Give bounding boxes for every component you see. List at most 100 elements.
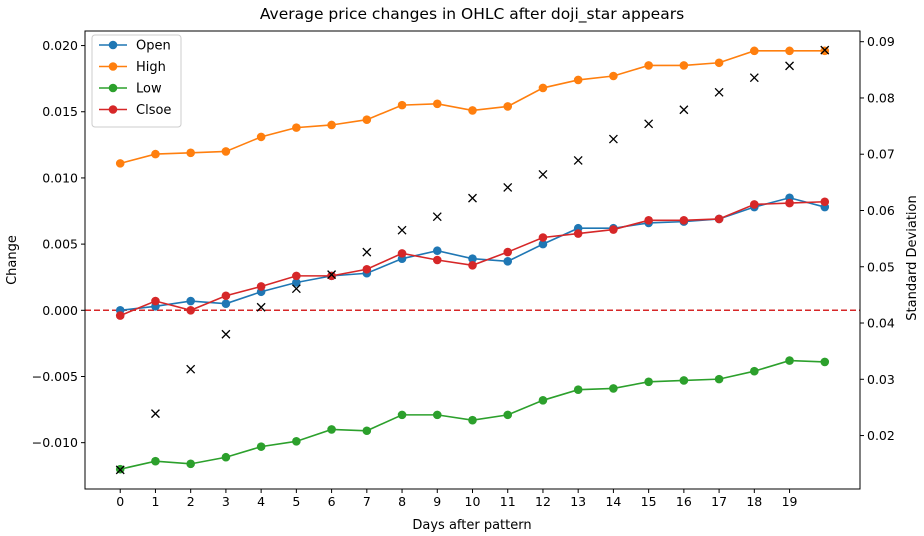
y-tick-label: 0.020 [42, 38, 78, 53]
legend-marker [108, 40, 118, 50]
std-marker [503, 182, 513, 192]
data-point [609, 71, 618, 81]
data-point [221, 291, 231, 301]
data-point [609, 384, 618, 393]
std-marker [679, 105, 689, 115]
series-high [115, 46, 830, 168]
std-marker-x [362, 247, 372, 257]
legend-marker [108, 83, 118, 93]
data-point [538, 233, 548, 242]
data-point [538, 239, 548, 249]
legend-box [91, 34, 182, 128]
std-marker-x [186, 364, 196, 374]
data-point [820, 357, 830, 367]
std-marker [362, 247, 372, 257]
data-point [432, 99, 442, 109]
data-point [644, 215, 653, 225]
y-tick-label: 0.000 [42, 303, 78, 318]
data-point [186, 296, 195, 306]
std-marker [714, 87, 724, 97]
std-marker-x [785, 61, 795, 71]
legend-entry: Clsoe [99, 103, 171, 118]
data-point [292, 278, 301, 287]
std-marker [115, 465, 125, 475]
data-point [292, 437, 301, 446]
y-tick-label: 0.005 [42, 237, 78, 252]
y2-axis-label: Standard Deviation [905, 195, 920, 320]
std-marker [397, 225, 407, 235]
data-point [432, 410, 442, 420]
x-tick-label: 9 [433, 494, 441, 509]
data-point [397, 410, 407, 420]
std-marker-x [221, 329, 231, 339]
x-tick-label: 18 [746, 494, 762, 509]
std-marker-x [432, 212, 442, 222]
data-point [750, 366, 759, 376]
data-point [362, 264, 372, 274]
x-tick-label: 13 [570, 494, 586, 509]
y2-tick-label: 0.03 [867, 372, 895, 387]
std-marker [749, 73, 759, 83]
x-tick-label: 0 [116, 494, 124, 509]
x-tick-label: 10 [465, 494, 481, 509]
data-point [221, 299, 231, 308]
x-tick-label: 16 [676, 494, 692, 509]
std-marker [186, 364, 196, 374]
legend-label: High [136, 60, 166, 75]
data-point [714, 58, 724, 68]
x-tick-label: 12 [535, 494, 551, 509]
x-tick-label: 7 [363, 494, 371, 509]
x-tick-label: 17 [711, 494, 727, 509]
std-marker-x [749, 73, 759, 83]
std-marker [608, 134, 618, 144]
data-point [151, 296, 160, 306]
data-point [714, 214, 724, 224]
data-point [679, 215, 689, 225]
data-point [644, 61, 653, 70]
std-marker-x [115, 465, 125, 475]
data-point [292, 123, 301, 132]
data-point [679, 376, 689, 385]
x-tick-label: 2 [187, 494, 195, 509]
x-tick-label: 15 [641, 494, 657, 509]
std-marker [327, 270, 337, 280]
legend-entry: Low [99, 82, 162, 97]
data-point [327, 120, 336, 130]
legend-label: Open [136, 39, 171, 54]
data-point [468, 106, 477, 115]
data-point [750, 200, 759, 209]
data-point [327, 425, 336, 434]
data-point [256, 132, 266, 142]
std-marker-x [397, 225, 407, 235]
data-point [362, 426, 372, 436]
data-point [256, 282, 266, 291]
data-point [538, 396, 548, 405]
data-point [327, 271, 336, 281]
x-tick-label: 3 [222, 494, 230, 509]
data-point [292, 271, 301, 281]
data-point [468, 260, 477, 270]
data-point [115, 159, 125, 168]
std-marker-x [608, 134, 618, 144]
chart-title: Average price changes in OHLC after doji… [260, 5, 684, 24]
data-point [573, 385, 583, 395]
data-point [221, 452, 231, 462]
std-marker [644, 119, 654, 129]
series-clsoe [115, 197, 830, 320]
legend-label: Clsoe [136, 103, 171, 118]
data-point [644, 377, 653, 387]
std-marker-x [327, 270, 337, 280]
data-point [785, 198, 794, 208]
std-marker-x [150, 409, 160, 419]
std-marker [150, 409, 160, 419]
data-point [397, 249, 407, 258]
data-point [468, 254, 477, 263]
x-tick-label: 5 [292, 494, 300, 509]
data-point [151, 456, 160, 466]
data-point [221, 147, 231, 156]
std-marker-x [503, 182, 513, 192]
data-point [679, 61, 689, 70]
std-marker [221, 329, 231, 339]
x-tick-label: 6 [328, 494, 336, 509]
